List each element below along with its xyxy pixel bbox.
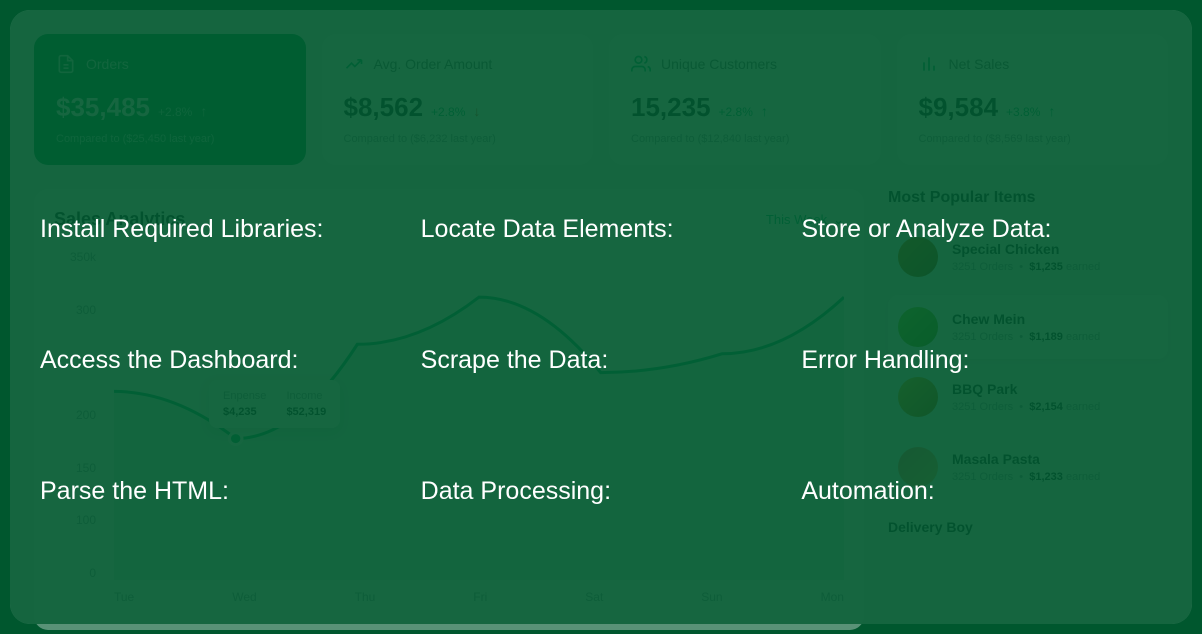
overlay-step-label: Locate Data Elements:	[421, 215, 782, 292]
overlay-step-label: Store or Analyze Data:	[801, 215, 1162, 292]
overlay-step-label: Error Handling:	[801, 346, 1162, 423]
overlay-step-label: Automation:	[801, 477, 1162, 554]
overlay-step-label: Scrape the Data:	[421, 346, 782, 423]
overlay-step-label: Install Required Libraries:	[40, 215, 401, 292]
overlay-step-label: Parse the HTML:	[40, 477, 401, 554]
overlay-step-label: Data Processing:	[421, 477, 782, 554]
overlay-step-label: Access the Dashboard:	[40, 346, 401, 423]
overlay-steps-grid: Install Required Libraries: Locate Data E…	[0, 0, 1202, 634]
